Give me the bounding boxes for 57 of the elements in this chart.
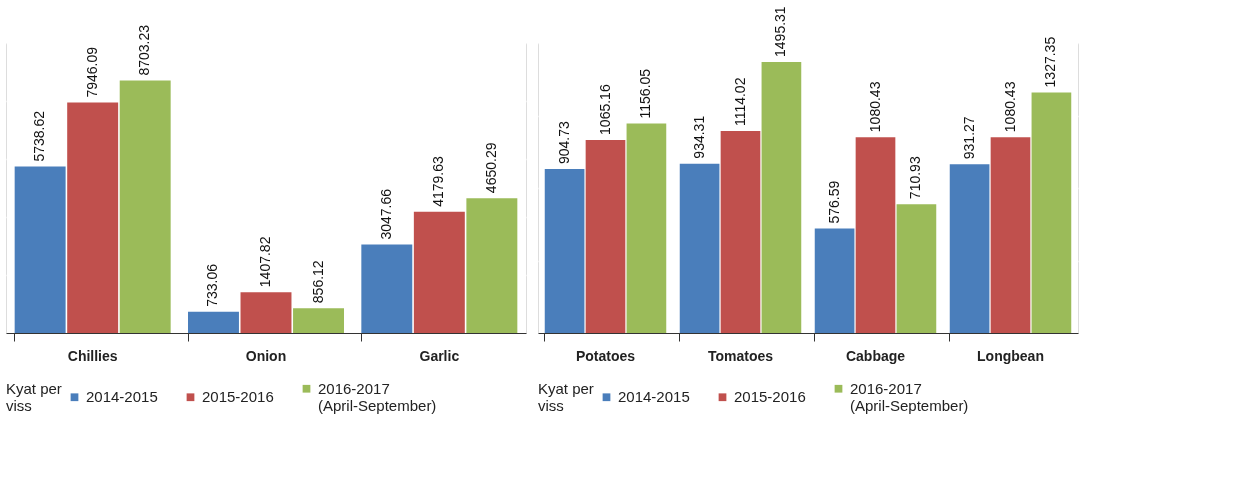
x-tick-label: Longbean [977, 347, 1044, 364]
data-label: 4179.63 [430, 155, 447, 207]
bar [585, 139, 626, 333]
data-label: 1114.02 [731, 77, 748, 127]
x-tick-label: Chillies [67, 347, 118, 364]
data-label: 4650.29 [482, 142, 499, 194]
bar [679, 163, 720, 333]
bar [67, 102, 119, 333]
bar [626, 123, 667, 333]
bar [413, 211, 465, 333]
bar [720, 131, 761, 333]
legend-label: 2015-2016 [202, 388, 274, 406]
data-label: 1080.43 [1001, 81, 1018, 133]
data-label: 1495.31 [772, 6, 789, 57]
data-label: 931.27 [960, 116, 977, 160]
bar [949, 164, 990, 333]
data-label: 5738.62 [31, 110, 48, 162]
data-label: 3047.66 [377, 188, 394, 240]
data-label: 1327.35 [1042, 36, 1059, 88]
legend-title: Kyat per viss [538, 380, 594, 414]
bar [990, 137, 1031, 333]
data-label: 1407.82 [257, 236, 273, 288]
data-label: 934.31 [690, 115, 707, 159]
data-label: 8703.23 [136, 24, 153, 76]
bar [761, 61, 802, 333]
data-label: 904.73 [555, 120, 572, 165]
bar [240, 292, 292, 333]
x-tick-label: Potatoes [575, 347, 636, 364]
data-label: 576.59 [825, 180, 842, 224]
bar [814, 228, 855, 333]
legend-label: 2016-2017 (April-September) [850, 379, 969, 414]
legend-title: Kyat per viss [6, 380, 62, 414]
x-tick-label: Garlic [419, 347, 460, 364]
x-tick-label: Onion [245, 347, 287, 364]
data-label: 1065.16 [596, 84, 613, 135]
data-label: 1156.05 [637, 68, 654, 119]
legend-label: 2014-2015 [618, 388, 690, 406]
bar [896, 204, 937, 333]
x-tick-label: Tomatoes [707, 347, 774, 364]
bar [544, 169, 585, 333]
data-label: 733.06 [204, 263, 221, 307]
bar [361, 244, 413, 333]
legend-label: 2015-2016 [734, 388, 806, 406]
bar [1031, 92, 1072, 333]
bar [855, 137, 896, 333]
bar [14, 166, 66, 333]
bar [119, 80, 171, 333]
legend-label: 2016-2017 (April-September) [318, 379, 437, 414]
data-label: 856.12 [309, 260, 326, 304]
legend-label: 2014-2015 [86, 388, 158, 406]
data-label: 1080.43 [866, 81, 883, 133]
bar [188, 311, 239, 333]
bar [466, 198, 518, 333]
data-label: 7946.09 [83, 46, 100, 98]
data-label: 710.93 [907, 156, 924, 200]
bar [293, 308, 344, 333]
x-tick-label: Cabbage [845, 347, 906, 364]
